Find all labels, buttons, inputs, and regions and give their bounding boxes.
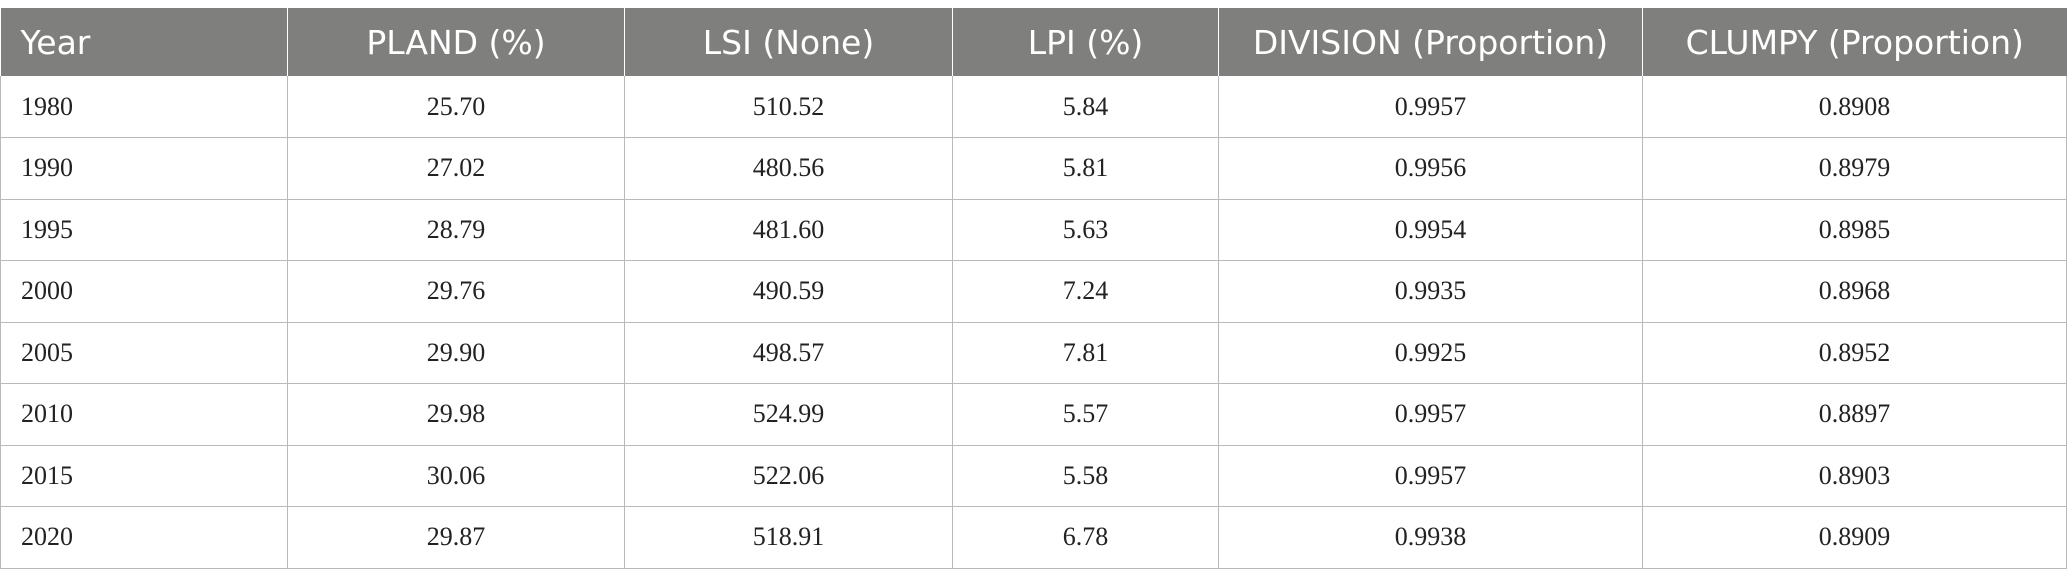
cell-lpi: 7.81 (952, 322, 1219, 384)
cell-lpi: 6.78 (952, 506, 1219, 569)
cell-division: 0.9925 (1218, 322, 1643, 384)
landscape-metrics-table: Year PLAND (%) LSI (None) LPI (%) DIVISI… (0, 8, 2067, 569)
cell-clumpy: 0.8909 (1642, 506, 2067, 569)
table-row: 1995 28.79 481.60 5.63 0.9954 0.8985 (0, 199, 2067, 261)
data-table-container: Year PLAND (%) LSI (None) LPI (%) DIVISI… (0, 8, 2068, 569)
cell-clumpy: 0.8979 (1642, 137, 2067, 200)
table-row: 2005 29.90 498.57 7.81 0.9925 0.8952 (0, 322, 2067, 384)
cell-lsi: 498.57 (624, 322, 953, 384)
column-header-lsi: LSI (None) (624, 8, 953, 76)
table-row: 2010 29.98 524.99 5.57 0.9957 0.8897 (0, 383, 2067, 446)
cell-division: 0.9956 (1218, 137, 1643, 200)
column-header-pland: PLAND (%) (287, 8, 625, 76)
cell-division: 0.9935 (1218, 260, 1643, 323)
cell-year: 2020 (0, 506, 288, 569)
cell-pland: 27.02 (287, 137, 625, 200)
cell-division: 0.9957 (1218, 445, 1643, 507)
cell-pland: 28.79 (287, 199, 625, 261)
cell-division: 0.9938 (1218, 506, 1643, 569)
cell-lpi: 5.57 (952, 383, 1219, 446)
table-header-row: Year PLAND (%) LSI (None) LPI (%) DIVISI… (0, 8, 2067, 76)
cell-pland: 29.90 (287, 322, 625, 384)
cell-lsi: 490.59 (624, 260, 953, 323)
cell-clumpy: 0.8952 (1642, 322, 2067, 384)
column-header-division: DIVISION (Proportion) (1218, 8, 1643, 76)
cell-year: 2015 (0, 445, 288, 507)
cell-year: 2010 (0, 383, 288, 446)
cell-lsi: 481.60 (624, 199, 953, 261)
cell-lpi: 7.24 (952, 260, 1219, 323)
cell-lsi: 524.99 (624, 383, 953, 446)
cell-year: 2000 (0, 260, 288, 323)
table-row: 1980 25.70 510.52 5.84 0.9957 0.8908 (0, 76, 2067, 138)
cell-clumpy: 0.8903 (1642, 445, 2067, 507)
column-header-clumpy: CLUMPY (Proportion) (1642, 8, 2067, 76)
column-header-lpi: LPI (%) (952, 8, 1219, 76)
cell-division: 0.9957 (1218, 76, 1643, 138)
cell-pland: 29.76 (287, 260, 625, 323)
cell-lsi: 522.06 (624, 445, 953, 507)
cell-year: 1995 (0, 199, 288, 261)
cell-lsi: 510.52 (624, 76, 953, 138)
cell-lpi: 5.63 (952, 199, 1219, 261)
cell-lpi: 5.84 (952, 76, 1219, 138)
cell-lpi: 5.58 (952, 445, 1219, 507)
column-header-year: Year (0, 8, 288, 76)
cell-year: 2005 (0, 322, 288, 384)
cell-division: 0.9954 (1218, 199, 1643, 261)
cell-clumpy: 0.8897 (1642, 383, 2067, 446)
cell-lsi: 480.56 (624, 137, 953, 200)
cell-clumpy: 0.8968 (1642, 260, 2067, 323)
cell-lsi: 518.91 (624, 506, 953, 569)
cell-division: 0.9957 (1218, 383, 1643, 446)
cell-year: 1980 (0, 76, 288, 138)
table-row: 2020 29.87 518.91 6.78 0.9938 0.8909 (0, 506, 2067, 569)
table-row: 1990 27.02 480.56 5.81 0.9956 0.8979 (0, 137, 2067, 200)
cell-clumpy: 0.8908 (1642, 76, 2067, 138)
cell-pland: 29.87 (287, 506, 625, 569)
cell-year: 1990 (0, 137, 288, 200)
cell-pland: 30.06 (287, 445, 625, 507)
cell-lpi: 5.81 (952, 137, 1219, 200)
cell-clumpy: 0.8985 (1642, 199, 2067, 261)
cell-pland: 29.98 (287, 383, 625, 446)
table-row: 2000 29.76 490.59 7.24 0.9935 0.8968 (0, 260, 2067, 323)
cell-pland: 25.70 (287, 76, 625, 138)
table-row: 2015 30.06 522.06 5.58 0.9957 0.8903 (0, 445, 2067, 507)
